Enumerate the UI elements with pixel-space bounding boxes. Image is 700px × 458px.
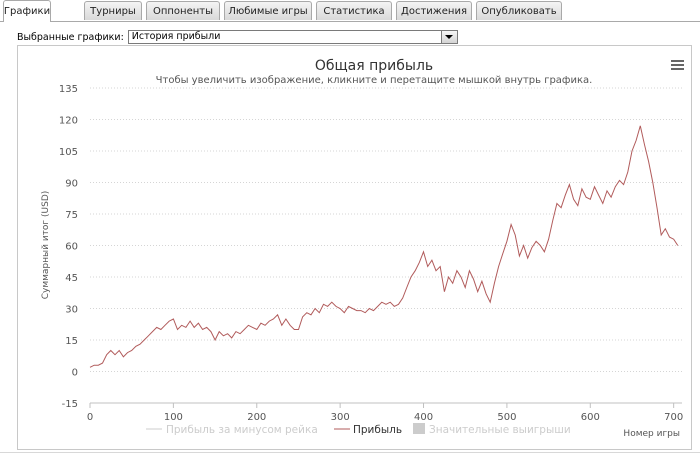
legend-item-profit[interactable]: Прибыль <box>353 424 402 436</box>
y-tick-label: 105 <box>59 147 78 158</box>
y-tick-label: 45 <box>65 273 78 284</box>
chart-selector-row: Выбранные графики: История прибыли <box>17 29 458 45</box>
x-tick-label: 600 <box>581 412 600 423</box>
page-bottom-divider <box>0 452 700 453</box>
legend-item-net-profit[interactable]: Прибыль за минусом рейка <box>166 424 318 436</box>
chart-subtitle: Чтобы увеличить изображение, кликните и … <box>156 75 593 86</box>
chart-legend: Прибыль за минусом рейка Прибыль Значите… <box>146 423 571 436</box>
y-axis-label: Суммарный итог (USD) <box>41 191 51 300</box>
chart-select[interactable]: История прибыли <box>127 30 458 44</box>
tab-favorite-games[interactable]: Любимые игры <box>224 1 312 20</box>
tab-charts[interactable]: Графики <box>3 0 51 22</box>
tab-tournaments[interactable]: Турниры <box>84 1 142 20</box>
chart-grid <box>90 87 682 372</box>
dropdown-arrow-icon[interactable] <box>440 31 457 43</box>
x-tick-label: 300 <box>331 412 350 423</box>
tab-achievements[interactable]: Достижения <box>396 1 472 20</box>
chart-container[interactable]: Общая прибыль Чтобы увеличить изображени… <box>17 45 692 450</box>
y-tick-label: 30 <box>65 305 78 316</box>
legend-symbol-big-wins <box>413 423 425 434</box>
tab-bar-divider <box>0 21 700 22</box>
x-axis-label: Номер игры <box>623 429 680 439</box>
profit-chart[interactable]: Общая прибыль Чтобы увеличить изображени… <box>18 46 691 449</box>
chart-title: Общая прибыль <box>315 58 433 74</box>
y-tick-label: 135 <box>59 84 78 95</box>
x-tick-label: 400 <box>414 412 433 423</box>
chart-selector-label: Выбранные графики: <box>17 31 124 43</box>
tab-statistics[interactable]: Статистика <box>316 1 392 20</box>
y-tick-label: 90 <box>65 179 78 190</box>
x-tick-label: 100 <box>164 412 183 423</box>
x-tick-label: 0 <box>87 412 93 423</box>
legend-item-big-wins[interactable]: Значительные выигрыши <box>429 424 571 436</box>
tab-opponents[interactable]: Оппоненты <box>146 1 220 20</box>
x-tick-label: 200 <box>247 412 266 423</box>
series-line-profit <box>89 125 679 368</box>
tab-bar: Графики Турниры Оппоненты Любимые игры С… <box>0 0 700 22</box>
y-axis-ticks: -15 0 15 30 45 60 75 90 105 120 135 <box>59 84 78 410</box>
x-axis-ticks: 0 100 200 300 400 500 600 700 <box>87 403 683 423</box>
x-tick-label: 700 <box>664 412 683 423</box>
chart-select-value: История прибыли <box>131 31 221 42</box>
y-tick-label: 15 <box>65 336 78 347</box>
tab-publish[interactable]: Опубликовать <box>476 1 562 20</box>
y-tick-label: 120 <box>59 116 78 127</box>
y-tick-label: 0 <box>72 368 78 379</box>
y-tick-label: 75 <box>65 210 78 221</box>
hamburger-menu-icon[interactable] <box>670 59 684 71</box>
y-tick-label: 60 <box>65 242 78 253</box>
x-tick-label: 500 <box>497 412 516 423</box>
y-tick-label: -15 <box>62 399 78 410</box>
